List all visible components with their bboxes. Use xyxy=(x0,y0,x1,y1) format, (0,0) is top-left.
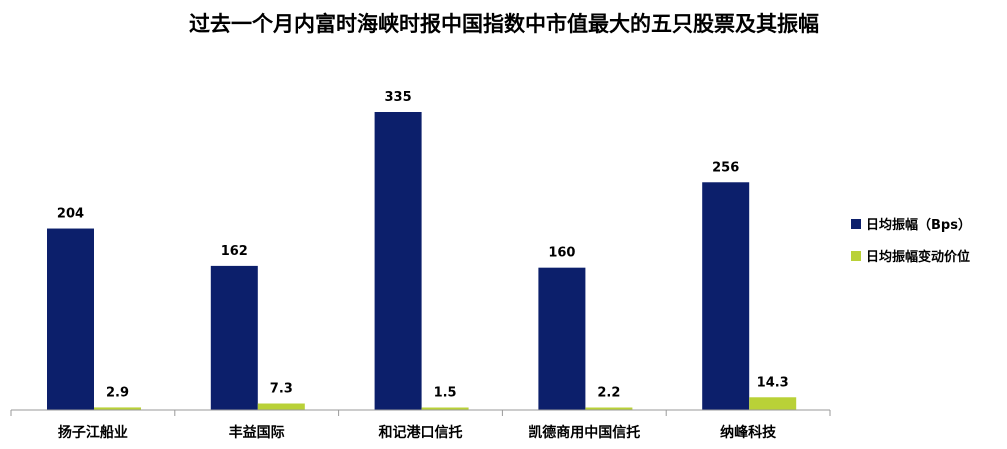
data-label-series-1-5: 256 xyxy=(712,160,739,175)
data-label-series-1-1: 204 xyxy=(57,207,84,222)
plot-area: 204 2.9 162 7.3 335 1.5 160 2.2 256 14.3 xyxy=(47,90,797,410)
bar-series-1-3 xyxy=(374,112,422,410)
x-axis-ticks xyxy=(10,410,831,416)
bar-series-1-1 xyxy=(47,228,94,410)
bar-series-2-3 xyxy=(421,407,469,410)
legend-swatch-2 xyxy=(851,251,861,261)
data-label-series-1-4: 160 xyxy=(548,246,575,261)
data-label-series-2-5: 14.3 xyxy=(757,375,789,390)
bar-series-1-2 xyxy=(210,265,258,410)
bar-series-2-4 xyxy=(585,407,633,410)
bar-series-1-5 xyxy=(702,182,750,410)
data-label-series-1-2: 162 xyxy=(221,244,248,259)
category-label: 丰益国际 xyxy=(229,424,285,441)
category-label: 扬子江船业 xyxy=(58,424,128,441)
legend-label-1: 日均振幅（Bps） xyxy=(866,217,971,233)
bar-series-2-5 xyxy=(749,397,797,410)
data-label-series-2-1: 2.9 xyxy=(106,385,129,400)
legend-label-2: 日均振幅变动价位 xyxy=(866,249,970,265)
legend: 日均振幅（Bps） 日均振幅变动价位 xyxy=(851,217,971,265)
category-label: 和记港口信托 xyxy=(379,424,463,441)
bar-series-1-4 xyxy=(538,267,586,410)
bar-series-2-2 xyxy=(257,403,305,410)
data-label-series-2-2: 7.3 xyxy=(270,382,293,397)
bar-series-2-1 xyxy=(94,407,141,410)
category-label: 纳峰科技 xyxy=(720,424,777,441)
legend-swatch-1 xyxy=(851,219,861,229)
data-label-series-2-4: 2.2 xyxy=(597,386,620,401)
category-label: 凯德商用中国信托 xyxy=(528,424,640,441)
category-labels: 扬子江船业 丰益国际 和记港口信托 凯德商用中国信托 纳峰科技 xyxy=(58,424,777,441)
chart-title: 过去一个月内富时海峡时报中国指数中市值最大的五只股票及其振幅 xyxy=(189,12,819,36)
data-label-series-1-3: 335 xyxy=(385,90,412,105)
data-label-series-2-3: 1.5 xyxy=(434,386,457,401)
